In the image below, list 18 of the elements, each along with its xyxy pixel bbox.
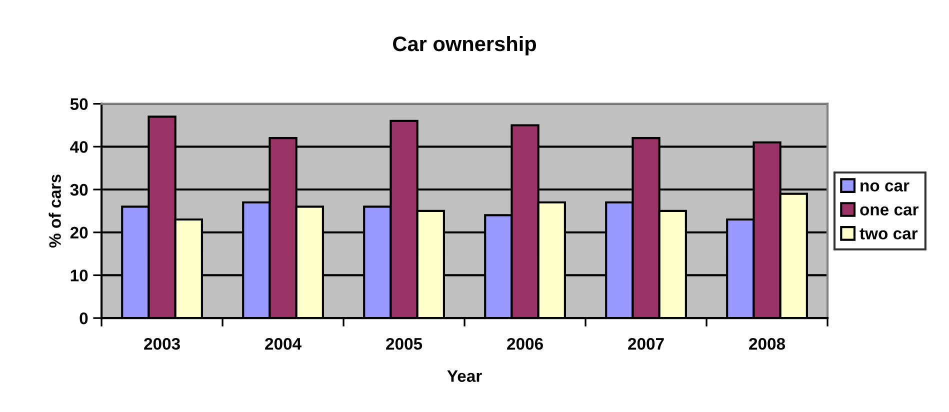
x-tick-label: 2005 bbox=[386, 338, 422, 350]
x-tick-label: 2004 bbox=[265, 338, 302, 350]
y-tick-label: 10 bbox=[70, 270, 88, 282]
y-axis-title: % of cars bbox=[48, 174, 61, 248]
x-tick-label: 2003 bbox=[144, 338, 180, 350]
y-tick-label: 40 bbox=[70, 141, 88, 153]
y-tick-label: 50 bbox=[70, 98, 88, 110]
y-tick-label: 0 bbox=[80, 312, 88, 324]
x-tick-label: 2006 bbox=[507, 338, 543, 350]
x-axis-title: Year bbox=[447, 370, 482, 382]
legend-label: two car bbox=[860, 228, 918, 240]
y-tick-label: 20 bbox=[70, 226, 88, 239]
legend-label: no car bbox=[860, 182, 910, 192]
legend-label: one car bbox=[860, 206, 919, 216]
x-tick-label: 2007 bbox=[628, 338, 664, 350]
chart-title: Car ownership bbox=[393, 36, 536, 56]
y-tick-label: 30 bbox=[70, 184, 88, 196]
x-tick-label: 2008 bbox=[749, 338, 786, 350]
